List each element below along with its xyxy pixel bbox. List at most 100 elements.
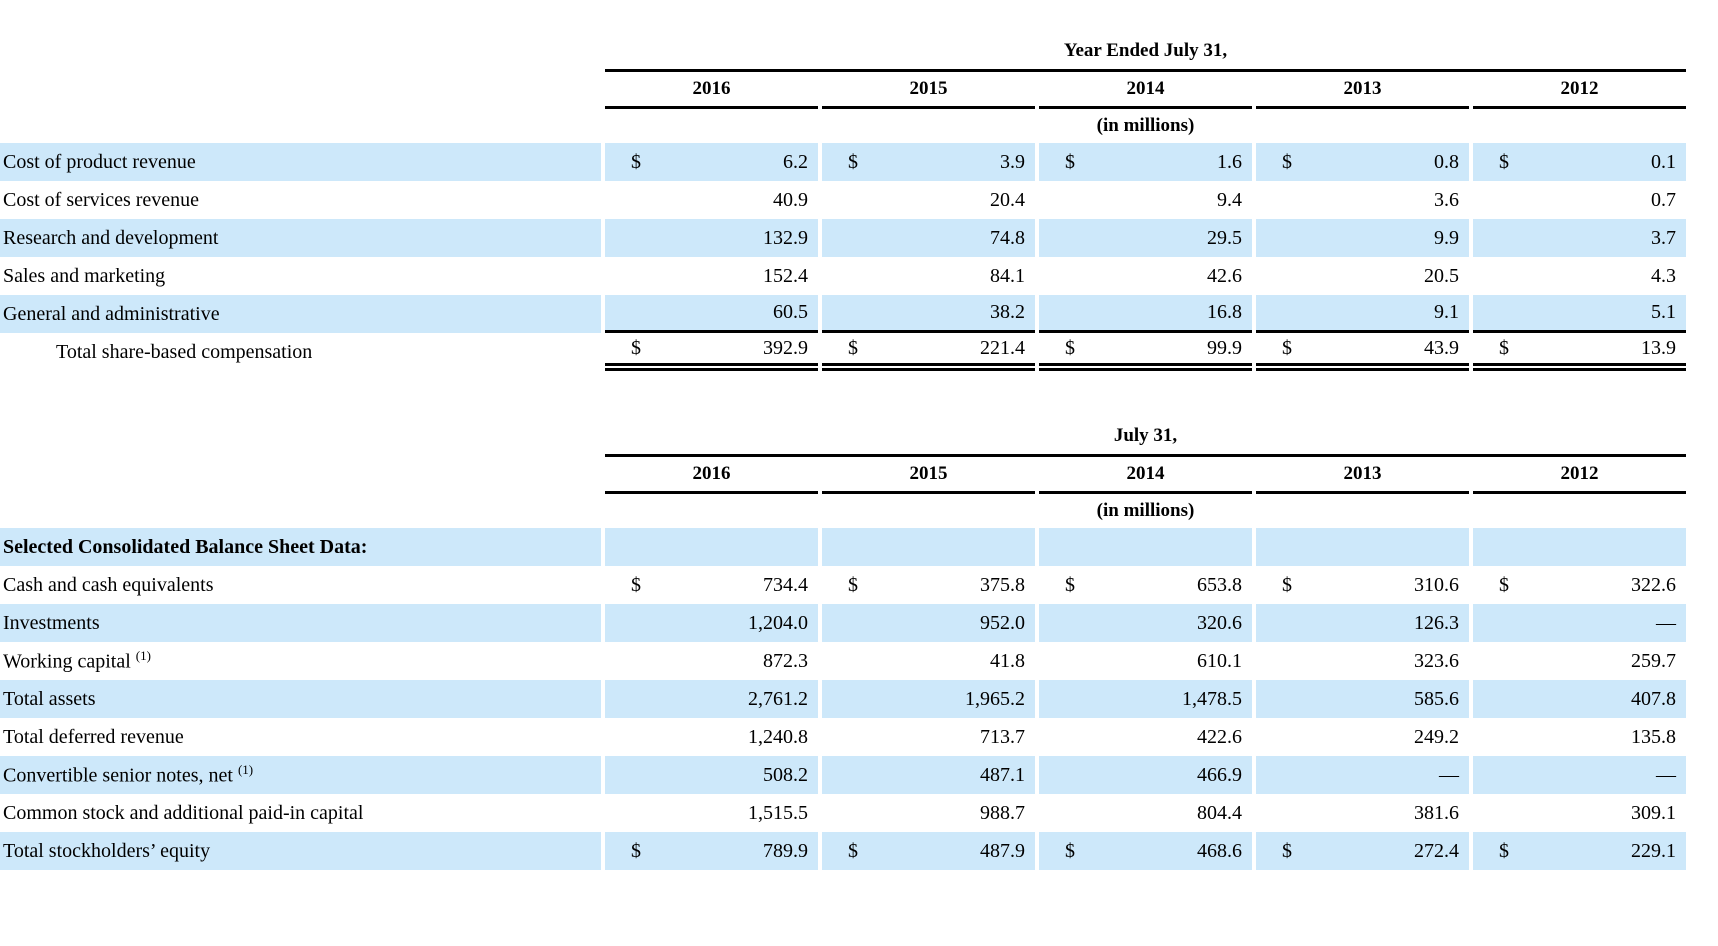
value-cell <box>822 528 1035 566</box>
value-cell: $310.6 <box>1256 566 1469 604</box>
cell-value: 610.1 <box>1197 649 1242 672</box>
currency-symbol: $ <box>1499 336 1509 359</box>
value-cell: 1,240.8 <box>605 718 818 756</box>
value-cell-content: 309.1 <box>1473 794 1686 832</box>
column-header-year: 2015 <box>822 72 1035 109</box>
value-cell: 2,761.2 <box>605 680 818 718</box>
column-header-year: 2012 <box>1473 457 1686 494</box>
value-cell: 9.9 <box>1256 219 1469 257</box>
cell-value: 323.6 <box>1414 649 1459 672</box>
cell-value: 988.7 <box>980 801 1025 824</box>
value-cell-content: — <box>1473 604 1686 642</box>
value-cell-content <box>822 528 1035 566</box>
value-cell-content: 41.8 <box>822 642 1035 680</box>
spacer-cell <box>0 494 601 528</box>
value-cell: 16.8 <box>1039 295 1252 333</box>
value-cell: 20.5 <box>1256 257 1469 295</box>
row-label: Selected Consolidated Balance Sheet Data… <box>0 528 601 566</box>
cell-value: 653.8 <box>1197 573 1242 596</box>
column-header-year: 2016 <box>605 457 818 494</box>
value-cell-content: 135.8 <box>1473 718 1686 756</box>
cell-value: 2,761.2 <box>748 687 808 710</box>
units-note-row: (in millions) <box>0 494 1686 528</box>
footnote-ref: (1) <box>135 648 151 664</box>
value-cell: $487.9 <box>822 832 1035 870</box>
table-row: Total share-based compensation $392.9 $221… <box>0 333 1686 371</box>
cell-value: 1,240.8 <box>748 725 808 748</box>
cell-value: 16.8 <box>1207 301 1242 323</box>
row-label: Convertible senior notes, net (1) <box>0 756 601 794</box>
value-cell-content <box>605 528 818 566</box>
value-cell-content: 1,515.5 <box>605 794 818 832</box>
caption-row: Year Ended July 31, <box>0 36 1686 72</box>
value-cell-content: 407.8 <box>1473 680 1686 718</box>
cell-value: 310.6 <box>1414 573 1459 596</box>
row-label: Total assets <box>0 680 601 718</box>
cell-value: 0.7 <box>1651 188 1676 211</box>
value-cell: $221.4 <box>822 333 1035 371</box>
table-row: Sales and marketing 152.4 84.1 42.6 20.5 4.3 <box>0 257 1686 295</box>
value-cell-content: 3.6 <box>1256 181 1469 219</box>
value-cell-content: $0.8 <box>1256 143 1469 181</box>
cell-value: 466.9 <box>1197 763 1242 786</box>
value-cell: 41.8 <box>822 642 1035 680</box>
value-cell-content: 16.8 <box>1039 295 1252 330</box>
cell-value: 38.2 <box>990 301 1025 323</box>
value-cell: 1,515.5 <box>605 794 818 832</box>
cell-value: 60.5 <box>773 301 808 323</box>
row-label: Investments <box>0 604 601 642</box>
value-cell: $43.9 <box>1256 333 1469 371</box>
cell-value: — <box>1439 763 1459 786</box>
value-cell: $375.8 <box>822 566 1035 604</box>
cell-value: 29.5 <box>1207 226 1242 249</box>
row-label: Working capital (1) <box>3 648 151 673</box>
cell-value: 468.6 <box>1197 839 1242 862</box>
cell-value: 734.4 <box>763 573 808 596</box>
value-cell-content: 508.2 <box>605 756 818 794</box>
cell-value: 952.0 <box>980 611 1025 634</box>
cell-value: 9.9 <box>1434 226 1459 249</box>
value-cell: — <box>1473 756 1686 794</box>
cell-value: 13.9 <box>1641 336 1676 359</box>
value-cell: 320.6 <box>1039 604 1252 642</box>
value-cell-content: 466.9 <box>1039 756 1252 794</box>
value-cell-content: 952.0 <box>822 604 1035 642</box>
value-cell-content: 1,240.8 <box>605 718 818 756</box>
value-cell: 3.7 <box>1473 219 1686 257</box>
cell-value: 20.5 <box>1424 264 1459 287</box>
value-cell-content: 4.3 <box>1473 257 1686 295</box>
column-header-year: 2015 <box>822 457 1035 494</box>
table-row: Total stockholders’ equity $789.9 $487.9 $4… <box>0 832 1686 870</box>
value-cell: 4.3 <box>1473 257 1686 295</box>
cell-value: 99.9 <box>1207 336 1242 359</box>
cell-value: 74.8 <box>990 226 1025 249</box>
value-cell-content: $468.6 <box>1039 832 1252 870</box>
spacer-cell <box>0 72 601 109</box>
cell-value: 872.3 <box>763 649 808 672</box>
currency-symbol: $ <box>848 573 858 596</box>
value-cell: 74.8 <box>822 219 1035 257</box>
value-cell: $653.8 <box>1039 566 1252 604</box>
table-row: Common stock and additional paid-in capi… <box>0 794 1686 832</box>
value-cell: 422.6 <box>1039 718 1252 756</box>
value-cell-content: 74.8 <box>822 219 1035 257</box>
cell-value: 713.7 <box>980 725 1025 748</box>
cell-value: 1,204.0 <box>748 611 808 634</box>
cell-value: 0.1 <box>1651 150 1676 173</box>
value-cell-content <box>1473 528 1686 566</box>
compensation-table: Year Ended July 31, 2016 2015 2014 2013 2012 (… <box>0 36 1690 371</box>
value-cell-content: $310.6 <box>1256 566 1469 604</box>
value-cell: 3.6 <box>1256 181 1469 219</box>
value-cell-content: — <box>1256 756 1469 794</box>
financial-data-page: Year Ended July 31, 2016 2015 2014 2013 2012(… <box>0 36 1718 946</box>
units-note-row: (in millions) <box>0 109 1686 143</box>
currency-symbol: $ <box>1499 150 1509 173</box>
value-cell-content: 42.6 <box>1039 257 1252 295</box>
table-row: Convertible senior notes, net (1) 508.2 48… <box>0 756 1686 794</box>
value-cell: 84.1 <box>822 257 1035 295</box>
value-cell: $13.9 <box>1473 333 1686 371</box>
units-note: (in millions) <box>1096 500 1195 521</box>
value-cell: 988.7 <box>822 794 1035 832</box>
value-cell-content: $229.1 <box>1473 832 1686 870</box>
value-cell <box>605 528 818 566</box>
